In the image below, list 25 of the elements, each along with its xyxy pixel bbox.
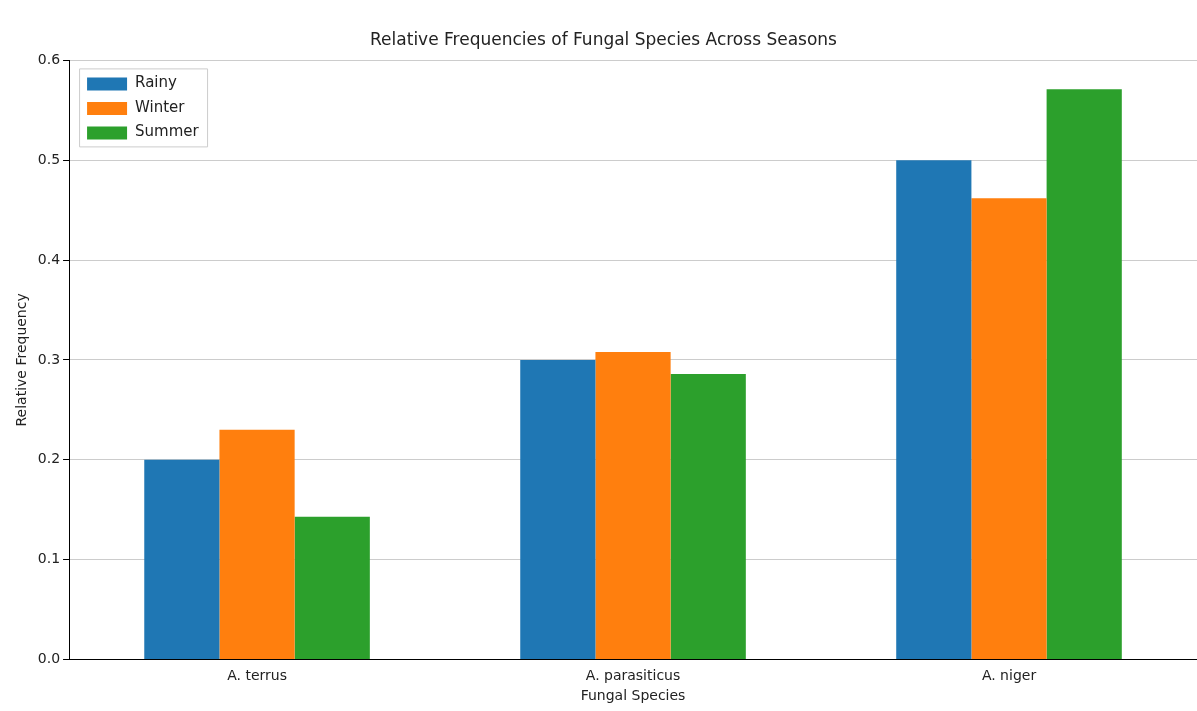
chart-title: Relative Frequencies of Fungal Species Across Seasons — [370, 28, 838, 49]
legend-label: Rainy — [135, 73, 178, 92]
legend-label: Winter — [135, 97, 186, 116]
x-tick-label: A. niger — [981, 667, 1037, 684]
bar — [896, 160, 972, 659]
y-tick-label: 0.0 — [37, 650, 61, 667]
bar — [520, 359, 596, 659]
legend-label: Summer — [135, 122, 200, 141]
bar — [971, 198, 1047, 659]
y-tick-label: 0.4 — [37, 250, 61, 267]
bar — [670, 373, 746, 659]
y-tick-label: 0.5 — [37, 150, 61, 167]
bar — [595, 351, 671, 659]
bar — [1046, 89, 1122, 659]
bar — [294, 516, 370, 659]
y-tick-label: 0.1 — [37, 550, 61, 567]
y-tick-label: 0.2 — [37, 450, 61, 467]
y-axis-title: Relative Frequency — [13, 293, 30, 427]
y-tick-label: 0.6 — [37, 51, 61, 68]
x-axis-title: Fungal Species — [580, 687, 686, 704]
y-tick-label: 0.3 — [37, 350, 61, 367]
bar — [144, 459, 220, 659]
bar — [219, 429, 295, 659]
x-tick-label: A. parasiticus — [585, 667, 681, 684]
x-tick-label: A. terrus — [227, 667, 287, 684]
